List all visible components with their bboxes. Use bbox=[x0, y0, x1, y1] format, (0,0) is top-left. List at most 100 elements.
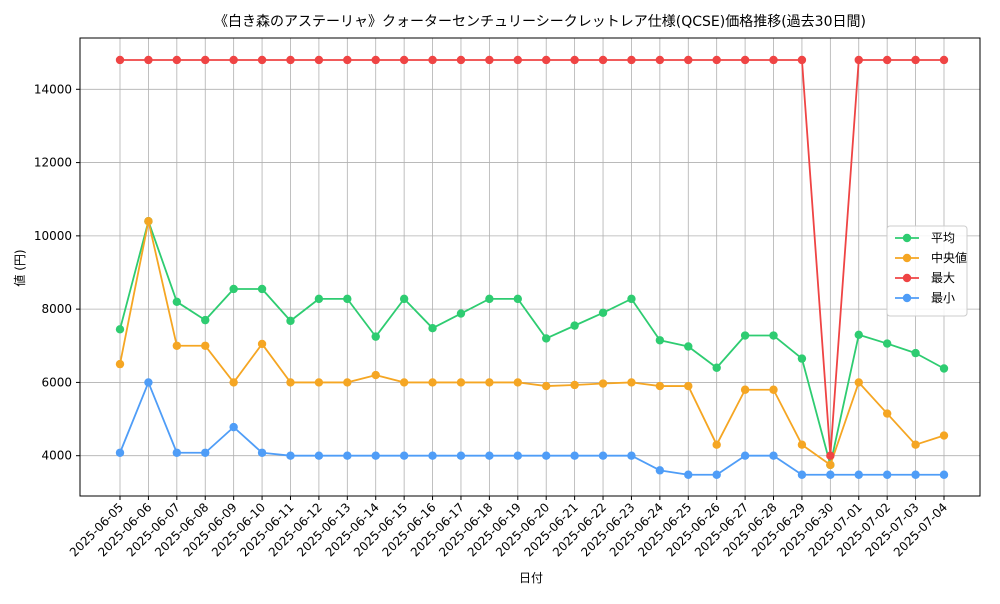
data-point bbox=[144, 378, 153, 387]
data-point bbox=[286, 55, 295, 65]
data-point bbox=[769, 385, 778, 394]
legend-label: 最大 bbox=[931, 271, 955, 285]
data-point bbox=[456, 451, 466, 460]
data-point bbox=[684, 470, 693, 479]
data-point bbox=[882, 470, 892, 479]
data-point bbox=[911, 470, 920, 479]
data-point bbox=[684, 55, 693, 65]
legend-box bbox=[886, 225, 968, 317]
data-point bbox=[371, 370, 380, 380]
data-point bbox=[229, 55, 238, 65]
data-point bbox=[115, 55, 125, 65]
data-point bbox=[854, 470, 863, 479]
data-point bbox=[229, 284, 238, 294]
y-tick-label: 6000 bbox=[41, 375, 72, 389]
data-point bbox=[485, 451, 494, 460]
data-point bbox=[542, 451, 551, 460]
data-point bbox=[740, 55, 750, 65]
data-point bbox=[456, 378, 466, 387]
data-point bbox=[115, 359, 125, 369]
data-point bbox=[371, 451, 380, 460]
data-point bbox=[371, 332, 380, 341]
data-point bbox=[542, 334, 551, 343]
data-point bbox=[712, 440, 721, 449]
data-point bbox=[314, 451, 324, 460]
data-point bbox=[797, 470, 807, 479]
data-point bbox=[570, 451, 579, 460]
legend-label: 中央値 bbox=[931, 250, 967, 265]
data-point bbox=[712, 55, 721, 65]
data-point bbox=[797, 354, 807, 363]
axes: 4000600080001000012000140002025-06-05202… bbox=[34, 37, 981, 559]
y-axis-label: 値 (円) bbox=[12, 249, 27, 286]
y-tick-label: 10000 bbox=[34, 229, 72, 243]
data-point bbox=[513, 55, 522, 65]
data-point bbox=[456, 55, 466, 65]
data-point bbox=[655, 55, 665, 65]
data-point bbox=[826, 451, 835, 460]
data-point bbox=[172, 341, 182, 350]
data-point bbox=[172, 297, 182, 307]
data-point bbox=[201, 315, 210, 325]
data-point bbox=[882, 55, 892, 65]
y-tick-label: 4000 bbox=[41, 449, 72, 463]
series-1 bbox=[115, 217, 949, 470]
data-point bbox=[911, 55, 920, 65]
data-point bbox=[598, 308, 608, 317]
data-point bbox=[854, 330, 863, 339]
data-point bbox=[911, 348, 920, 358]
legend-swatch-marker bbox=[902, 253, 912, 263]
data-point bbox=[598, 379, 608, 388]
data-point bbox=[826, 470, 835, 479]
legend-swatch-marker bbox=[902, 233, 912, 243]
data-point bbox=[740, 451, 750, 460]
data-point bbox=[115, 448, 125, 457]
data-point bbox=[428, 323, 437, 333]
legend-label: 最小 bbox=[931, 291, 955, 305]
legend-swatch-marker bbox=[902, 293, 912, 303]
y-tick-label: 14000 bbox=[34, 82, 72, 96]
data-point bbox=[712, 363, 721, 372]
data-point bbox=[399, 294, 409, 304]
data-point bbox=[257, 448, 267, 457]
data-point bbox=[172, 448, 182, 457]
data-point bbox=[655, 381, 665, 391]
series-line bbox=[119, 220, 945, 466]
data-point bbox=[286, 451, 295, 460]
data-point bbox=[769, 55, 778, 65]
data-point bbox=[542, 55, 551, 65]
plot-frame bbox=[79, 37, 981, 497]
data-point bbox=[854, 378, 863, 387]
data-point bbox=[627, 378, 636, 387]
data-point bbox=[939, 364, 949, 373]
data-point bbox=[343, 378, 352, 387]
data-point bbox=[485, 378, 494, 387]
data-point bbox=[144, 217, 153, 226]
legend-label: 平均 bbox=[931, 231, 955, 245]
data-point bbox=[598, 55, 608, 65]
data-point bbox=[172, 55, 182, 65]
series-line bbox=[120, 59, 944, 457]
series-4 bbox=[115, 378, 949, 479]
data-point bbox=[939, 431, 949, 440]
data-point bbox=[314, 294, 324, 304]
data-point bbox=[882, 409, 892, 418]
series-line bbox=[119, 220, 945, 466]
data-point bbox=[343, 451, 352, 460]
data-point bbox=[144, 55, 153, 65]
x-axis-label: 日付 bbox=[519, 571, 543, 585]
data-point bbox=[542, 381, 551, 391]
y-tick-label: 8000 bbox=[41, 302, 72, 316]
data-point bbox=[229, 378, 238, 387]
chart-title: 《白き森のアステーリャ》クォーターセンチュリーシークレットレア仕様(QCSE)価… bbox=[214, 14, 866, 30]
data-point bbox=[399, 451, 409, 460]
data-point bbox=[229, 422, 238, 432]
data-point bbox=[257, 339, 267, 349]
data-point bbox=[627, 55, 636, 65]
data-point bbox=[399, 55, 409, 65]
data-point bbox=[428, 378, 437, 387]
data-point bbox=[882, 339, 892, 348]
